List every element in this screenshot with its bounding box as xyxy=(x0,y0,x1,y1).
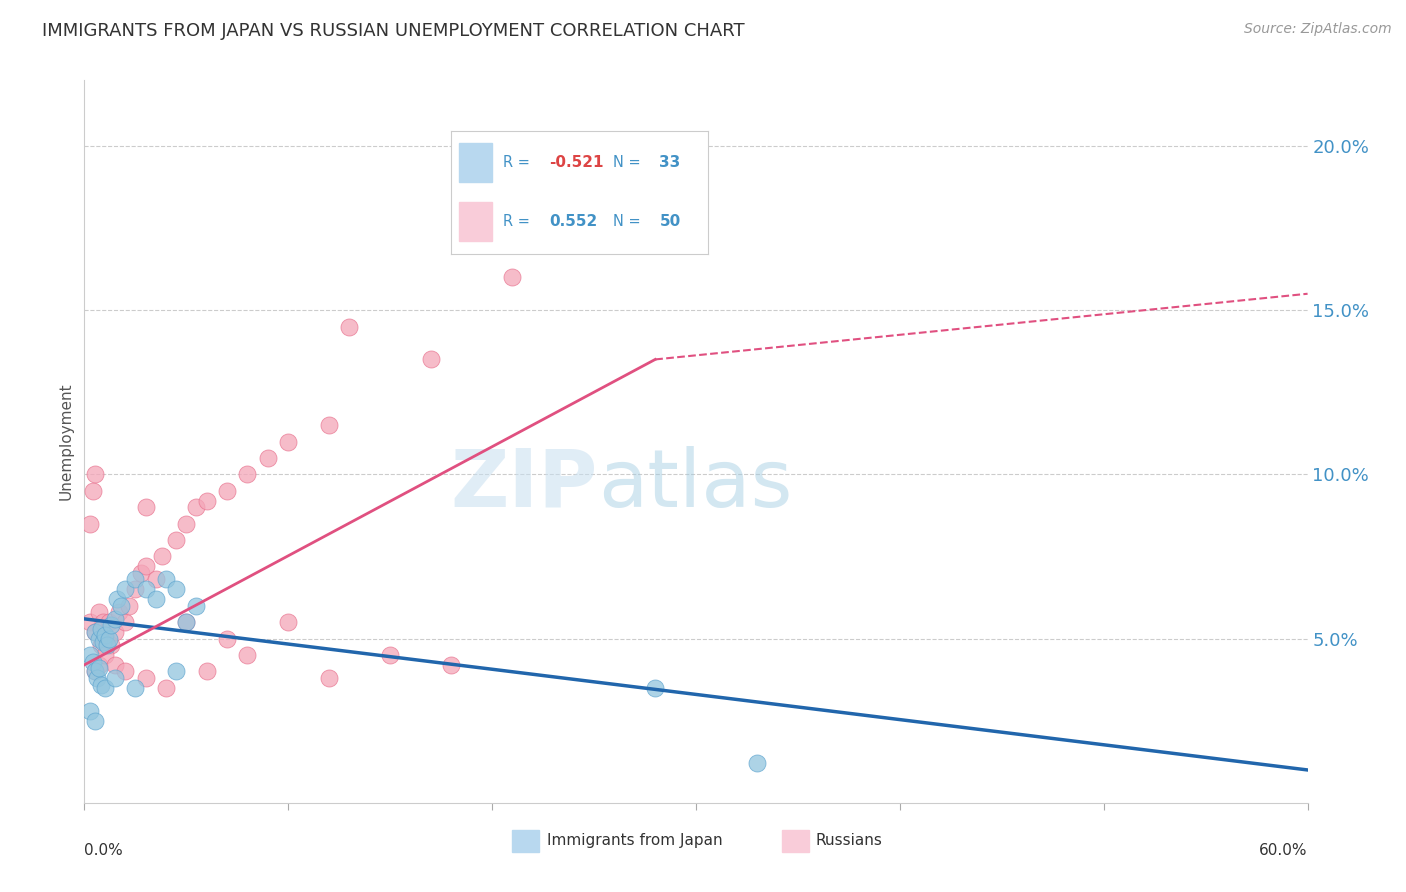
Point xyxy=(644,681,666,695)
Text: 60.0%: 60.0% xyxy=(1260,843,1308,857)
Point xyxy=(257,450,280,465)
Point xyxy=(100,618,122,632)
Point xyxy=(174,516,197,531)
Point xyxy=(502,270,524,285)
Point xyxy=(135,582,157,597)
Y-axis label: Unemployment: Unemployment xyxy=(58,383,73,500)
Point xyxy=(93,648,115,662)
Point xyxy=(135,671,157,685)
Point xyxy=(135,500,157,515)
Point xyxy=(236,467,259,482)
Point xyxy=(79,615,101,630)
Point xyxy=(318,671,340,685)
Point xyxy=(277,434,299,449)
Point xyxy=(96,638,118,652)
Text: IMMIGRANTS FROM JAPAN VS RUSSIAN UNEMPLOYMENT CORRELATION CHART: IMMIGRANTS FROM JAPAN VS RUSSIAN UNEMPLO… xyxy=(42,22,745,40)
Point xyxy=(165,533,187,547)
FancyBboxPatch shape xyxy=(782,830,808,852)
Point xyxy=(277,615,299,630)
Point xyxy=(91,615,114,630)
Point xyxy=(104,612,127,626)
Point xyxy=(114,615,136,630)
Text: atlas: atlas xyxy=(598,446,793,524)
Point xyxy=(100,638,122,652)
Point xyxy=(165,665,187,679)
Point xyxy=(105,592,128,607)
FancyBboxPatch shape xyxy=(513,830,540,852)
Point xyxy=(114,665,136,679)
Point xyxy=(83,665,105,679)
Point xyxy=(104,625,127,640)
Point xyxy=(174,615,197,630)
Point xyxy=(87,632,110,646)
Point xyxy=(93,681,115,695)
Point xyxy=(93,628,115,642)
Point xyxy=(83,625,105,640)
Text: Source: ZipAtlas.com: Source: ZipAtlas.com xyxy=(1244,22,1392,37)
Point xyxy=(87,605,110,619)
Point xyxy=(104,657,127,672)
Point xyxy=(145,592,167,607)
Point xyxy=(217,632,239,646)
Point xyxy=(79,648,101,662)
Point xyxy=(97,615,120,630)
Point xyxy=(124,582,146,597)
Text: Russians: Russians xyxy=(815,833,883,848)
Point xyxy=(79,516,101,531)
Point xyxy=(90,638,112,652)
Point xyxy=(83,625,105,640)
Point xyxy=(195,665,218,679)
Point xyxy=(150,549,173,564)
Point xyxy=(145,573,167,587)
Point xyxy=(124,573,146,587)
Point xyxy=(108,605,131,619)
Point xyxy=(583,188,606,202)
Point xyxy=(90,677,112,691)
Text: Immigrants from Japan: Immigrants from Japan xyxy=(547,833,723,848)
Point xyxy=(131,566,153,580)
Point xyxy=(124,681,146,695)
Point xyxy=(155,681,177,695)
Point xyxy=(83,714,105,728)
Point xyxy=(90,622,112,636)
Point xyxy=(420,352,443,367)
Point xyxy=(87,661,110,675)
Point xyxy=(83,467,105,482)
Point xyxy=(195,493,218,508)
Text: 0.0%: 0.0% xyxy=(84,843,124,857)
Point xyxy=(97,632,120,646)
Point xyxy=(217,483,239,498)
Point xyxy=(186,599,208,613)
Point xyxy=(186,500,208,515)
Point xyxy=(118,599,141,613)
Point xyxy=(86,671,108,685)
Point xyxy=(82,483,104,498)
Point xyxy=(83,665,105,679)
Point xyxy=(114,582,136,597)
Point xyxy=(236,648,259,662)
Point xyxy=(104,671,127,685)
Point xyxy=(174,615,197,630)
Point xyxy=(93,632,115,646)
Point xyxy=(339,319,361,334)
Point xyxy=(110,599,132,613)
Point xyxy=(440,657,463,672)
Point xyxy=(380,648,402,662)
Point xyxy=(82,655,104,669)
Point xyxy=(79,704,101,718)
Point xyxy=(155,573,177,587)
Point xyxy=(91,635,114,649)
Point xyxy=(318,418,340,433)
Text: ZIP: ZIP xyxy=(451,446,598,524)
Point xyxy=(135,559,157,574)
Point xyxy=(165,582,187,597)
Point xyxy=(87,657,110,672)
Point xyxy=(747,756,769,771)
Point xyxy=(543,221,565,235)
